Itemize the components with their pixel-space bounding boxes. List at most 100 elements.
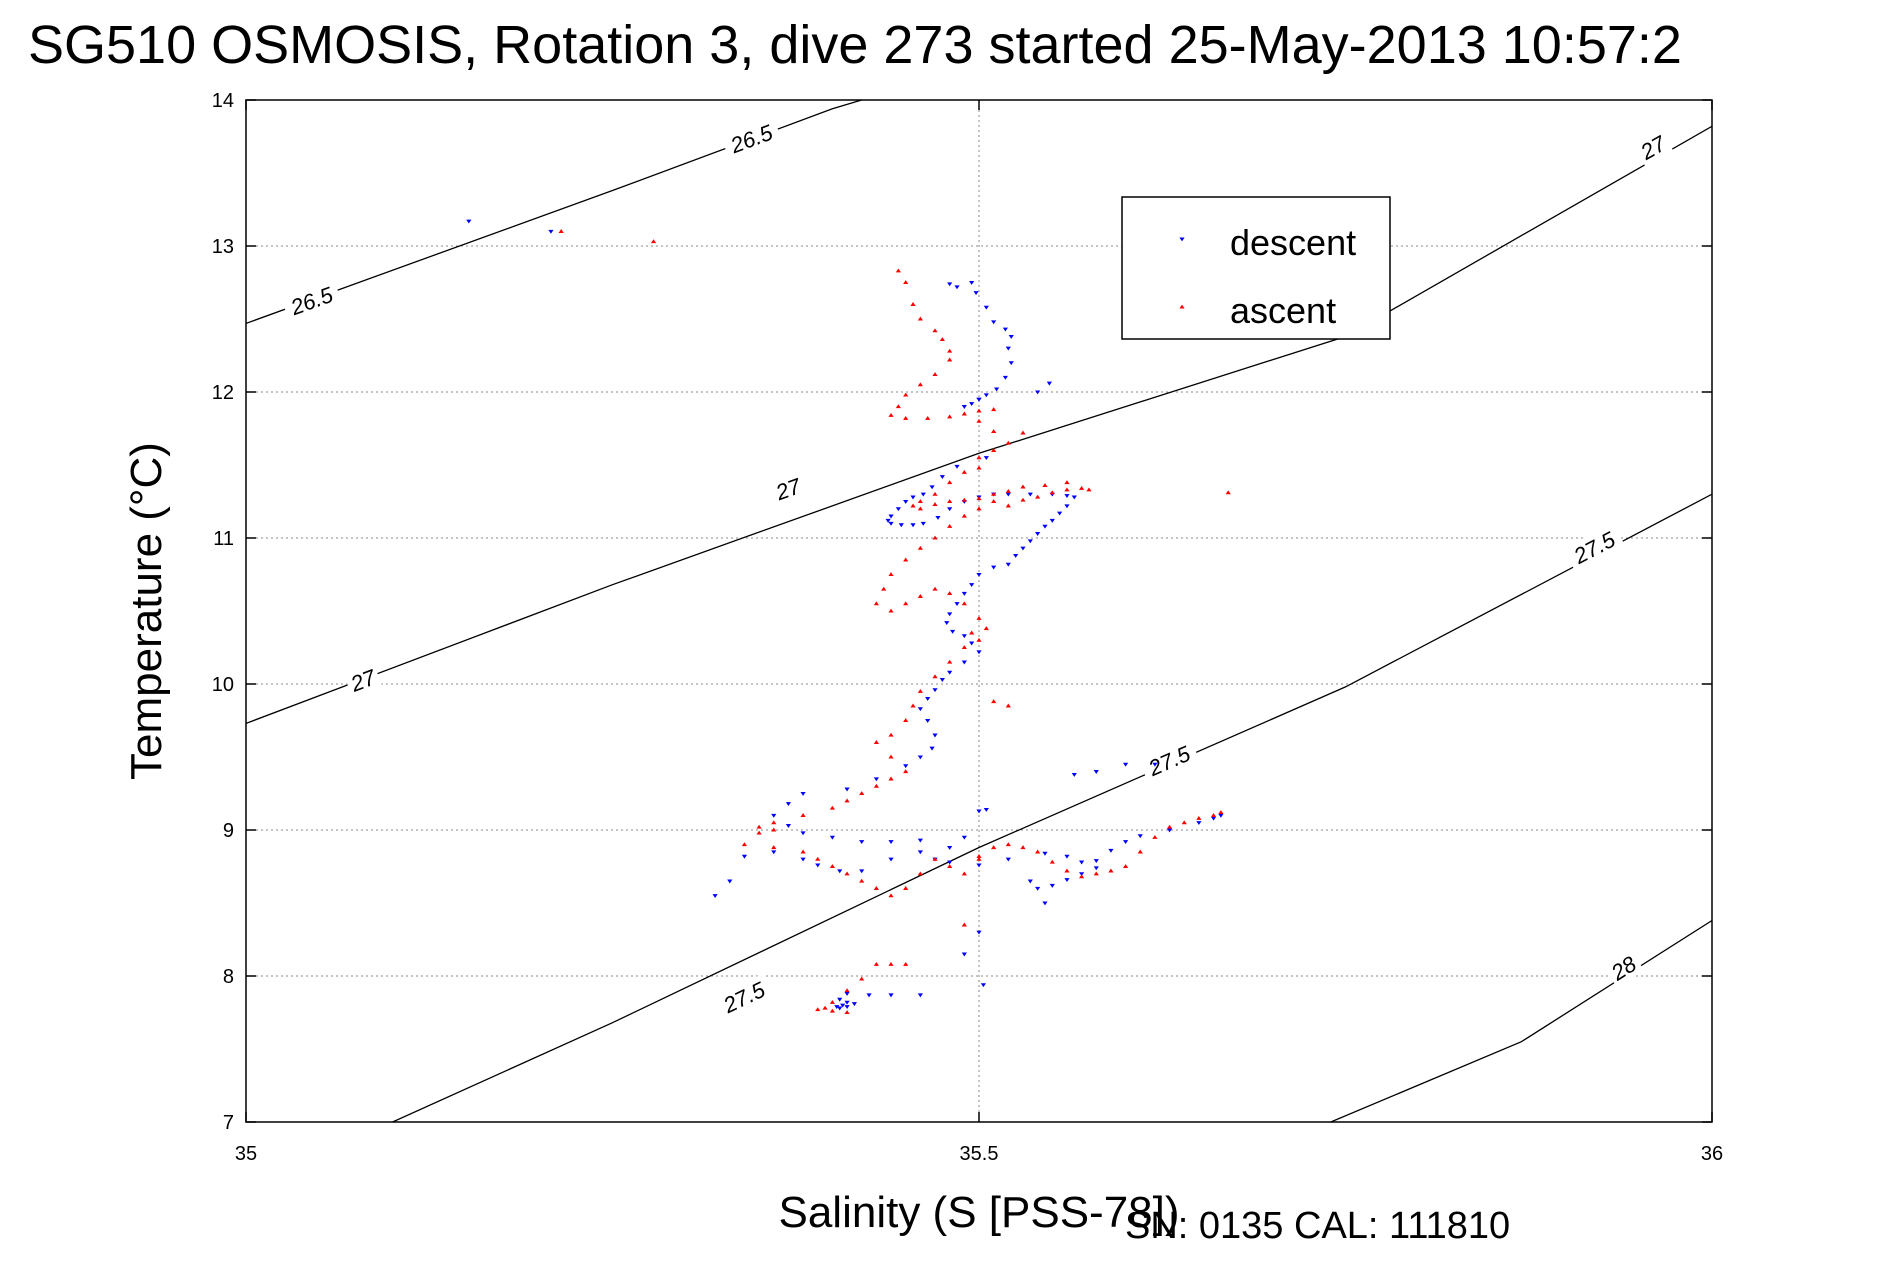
descent-point bbox=[1005, 857, 1011, 862]
descent-point bbox=[1166, 828, 1173, 833]
ascent-point bbox=[983, 626, 989, 631]
ascent-point bbox=[976, 496, 982, 501]
ascent-point bbox=[1064, 868, 1070, 873]
ascent-point bbox=[932, 372, 938, 377]
ascent-point bbox=[844, 798, 850, 803]
descent-point bbox=[961, 591, 967, 596]
ascent-point bbox=[961, 922, 967, 927]
descent-point bbox=[980, 983, 986, 988]
ascent-point bbox=[829, 864, 835, 869]
descent-point bbox=[969, 280, 975, 285]
ascent-point bbox=[976, 637, 982, 642]
descent-point bbox=[910, 523, 916, 528]
descent-point bbox=[950, 629, 956, 634]
descent-point bbox=[976, 650, 982, 655]
descent-point bbox=[895, 507, 901, 512]
legend-box bbox=[1121, 196, 1391, 340]
ascent-point bbox=[961, 411, 967, 416]
ascent-point bbox=[650, 239, 657, 244]
ascent-point bbox=[1086, 487, 1092, 492]
descent-point bbox=[947, 860, 953, 865]
ascent-point bbox=[1020, 497, 1026, 502]
contour-label-group: 26.5 bbox=[280, 278, 343, 323]
ascent-point bbox=[903, 415, 909, 420]
contour-label-bg bbox=[720, 116, 783, 161]
ascent-point bbox=[961, 645, 967, 650]
ascent-point bbox=[1005, 440, 1011, 445]
x-tick-label: 35.5 bbox=[960, 1143, 999, 1165]
ascent-point bbox=[771, 827, 777, 832]
descent-point bbox=[888, 514, 894, 519]
descent-point bbox=[1002, 327, 1008, 332]
serial-calibration-note: SN: 0135 CAL: 111810 bbox=[1125, 1205, 1511, 1247]
ascent-point bbox=[873, 961, 879, 966]
ascent-point bbox=[888, 572, 894, 577]
ascent-point bbox=[1005, 703, 1011, 708]
ascent-point bbox=[888, 754, 894, 759]
chart-title: SG510 OSMOSIS, Rotation 3, dive 273 star… bbox=[28, 15, 1682, 75]
descent-point bbox=[925, 718, 931, 723]
contour-label: 27 bbox=[1635, 130, 1670, 165]
ascent-point bbox=[917, 594, 923, 598]
contour-label-bg bbox=[713, 973, 775, 1021]
descent-point bbox=[1093, 859, 1099, 863]
ascent-point bbox=[917, 688, 923, 693]
descent-point bbox=[1020, 546, 1026, 551]
ascent-point bbox=[1049, 859, 1055, 864]
descent-point bbox=[785, 824, 792, 828]
contour-label-bg bbox=[1138, 737, 1201, 784]
descent-point bbox=[837, 997, 843, 1002]
contour-label-bg bbox=[1603, 948, 1644, 988]
contour-label-bg bbox=[1563, 522, 1626, 572]
descent-point bbox=[1027, 492, 1033, 497]
descent-point bbox=[829, 835, 835, 840]
ascent-point bbox=[895, 268, 901, 273]
descent-point bbox=[1008, 334, 1014, 339]
descent-point bbox=[837, 869, 843, 874]
ascent-point bbox=[991, 845, 997, 850]
ascent-point bbox=[903, 886, 909, 890]
descent-point bbox=[1071, 495, 1077, 500]
ascent-point bbox=[961, 601, 967, 606]
descent-point bbox=[800, 831, 806, 836]
ascent-point bbox=[1042, 483, 1048, 487]
legend-label-ascent: ascent bbox=[1230, 290, 1336, 331]
contour-label: 28 bbox=[1606, 951, 1642, 986]
ascent-point bbox=[1020, 484, 1026, 489]
descent-point bbox=[1013, 553, 1019, 558]
descent-point bbox=[741, 854, 748, 859]
descent-point bbox=[785, 802, 792, 807]
ascent-point bbox=[741, 842, 748, 847]
descent-point bbox=[947, 612, 953, 617]
descent-point bbox=[917, 850, 923, 855]
descent-point bbox=[1079, 860, 1085, 865]
descent-point bbox=[1005, 562, 1011, 567]
descent-point bbox=[1035, 532, 1041, 536]
ascent-point bbox=[1137, 849, 1143, 854]
descent-point bbox=[834, 1005, 840, 1009]
descent-point bbox=[1005, 346, 1011, 351]
ascent-point bbox=[917, 316, 923, 321]
ascent-point bbox=[859, 878, 865, 883]
descent-point bbox=[1064, 494, 1070, 498]
ascent-point bbox=[947, 357, 953, 362]
ascent-point bbox=[1064, 480, 1070, 485]
ascent-point bbox=[947, 499, 953, 504]
ascent-point bbox=[917, 545, 923, 550]
ascent-point bbox=[873, 601, 879, 606]
descent-point bbox=[944, 621, 950, 626]
descent-point bbox=[1218, 813, 1224, 818]
ascent-point bbox=[881, 586, 887, 591]
ascent-point bbox=[910, 503, 916, 508]
ascent-point bbox=[917, 506, 923, 511]
ascent-point bbox=[1166, 824, 1173, 829]
descent-point bbox=[973, 291, 979, 296]
contour-line-26.5 bbox=[246, 100, 862, 325]
contour-label: 26.5 bbox=[726, 120, 777, 159]
ascent-point bbox=[873, 783, 879, 788]
descent-point bbox=[1108, 848, 1114, 853]
contour-label-group: 27.5 bbox=[1138, 737, 1201, 784]
contour-label-bg bbox=[768, 471, 808, 507]
ascent-point bbox=[947, 659, 953, 664]
contour-label-group: 26.5 bbox=[720, 116, 783, 161]
